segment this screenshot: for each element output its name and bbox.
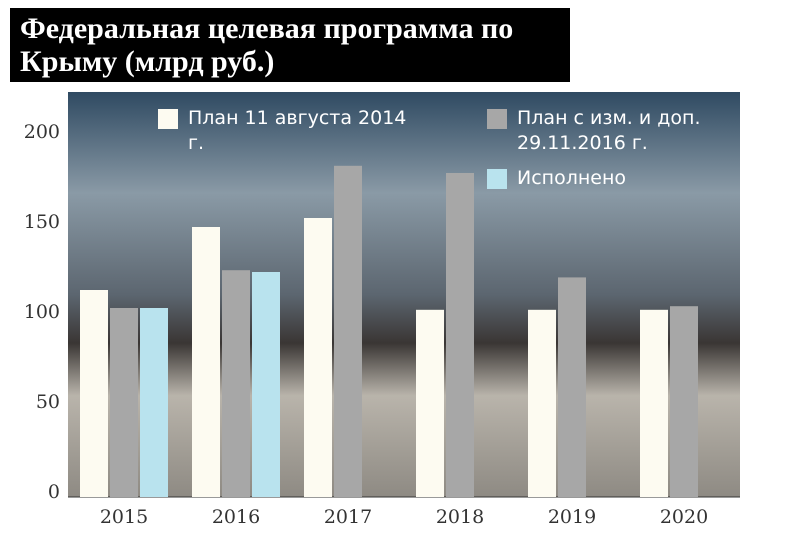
- bar: [304, 218, 332, 497]
- bar: [110, 308, 138, 497]
- chart-title: Федеральная целевая программа по Крыму (…: [20, 12, 514, 78]
- legend-swatch: [487, 169, 507, 189]
- x-tick-label: 2017: [324, 506, 372, 528]
- legend-swatch: [158, 109, 178, 129]
- y-tick-label: 150: [24, 211, 60, 233]
- bar: [192, 227, 220, 497]
- bar: [670, 306, 698, 497]
- y-tick-label: 50: [36, 391, 60, 413]
- legend-label: Исполнено: [517, 167, 627, 189]
- legend-item: План с изм. и доп. 29.11.2016 г.: [487, 106, 737, 156]
- bar: [558, 277, 586, 497]
- legend-item: Исполнено: [487, 166, 737, 191]
- bar: [252, 272, 280, 497]
- x-tick-label: 2016: [212, 506, 260, 528]
- background-photo: [68, 92, 740, 497]
- legend-swatch: [487, 109, 507, 129]
- y-tick-label: 200: [24, 121, 60, 143]
- x-tick-label: 2020: [660, 506, 708, 528]
- x-tick-label: 2018: [436, 506, 484, 528]
- bar: [80, 290, 108, 497]
- bar: [640, 309, 668, 497]
- bar: [446, 173, 474, 497]
- legend-label: План 11 августа 2014 г.: [188, 107, 407, 154]
- legend-item: План 11 августа 2014 г.: [158, 106, 428, 156]
- bar: [222, 270, 250, 497]
- y-tick-label: 100: [24, 301, 60, 323]
- bar: [334, 165, 362, 498]
- bar: [416, 309, 444, 497]
- legend-label: План с изм. и доп. 29.11.2016 г.: [517, 107, 701, 154]
- x-tick-label: 2015: [100, 506, 148, 528]
- bar: [528, 309, 556, 497]
- y-tick-label: 0: [48, 481, 60, 503]
- bar: [140, 308, 168, 497]
- title-box: Федеральная целевая программа по Крыму (…: [10, 8, 570, 82]
- x-tick-label: 2019: [548, 506, 596, 528]
